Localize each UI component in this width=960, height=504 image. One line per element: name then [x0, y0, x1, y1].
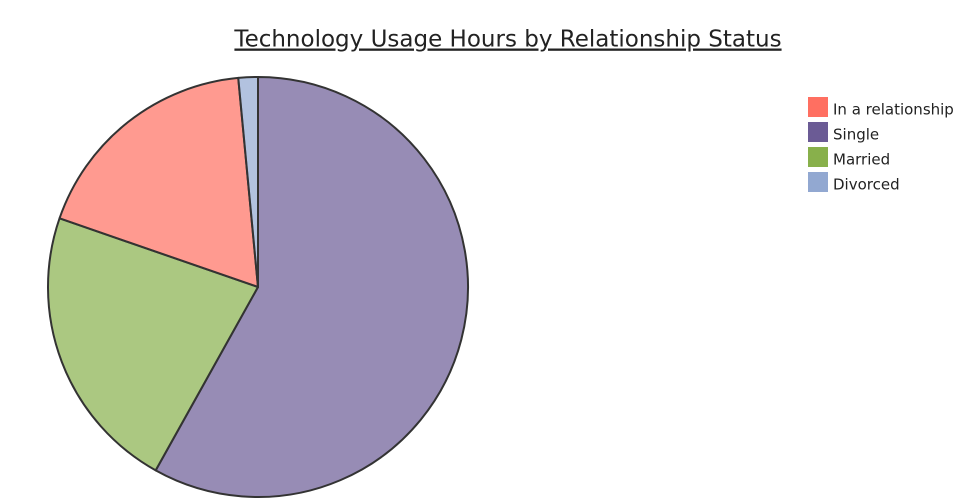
legend: In a relationship Single Married Divorced: [808, 97, 954, 194]
legend-label: Married: [833, 151, 890, 169]
legend-swatch: [808, 172, 828, 192]
pie-slice: [47, 217, 259, 472]
chart-title: Technology Usage Hours by Relationship S…: [233, 27, 781, 53]
pie-slice: [58, 76, 259, 288]
legend-swatch: [808, 147, 828, 167]
pie: [47, 76, 469, 498]
legend-label: In a relationship: [833, 101, 954, 119]
pie-slice: [237, 76, 259, 288]
legend-swatch: [808, 97, 828, 117]
legend-swatch: [808, 122, 828, 142]
legend-label: Divorced: [833, 176, 900, 194]
pie-slice: [154, 76, 469, 498]
legend-label: Single: [833, 126, 879, 144]
